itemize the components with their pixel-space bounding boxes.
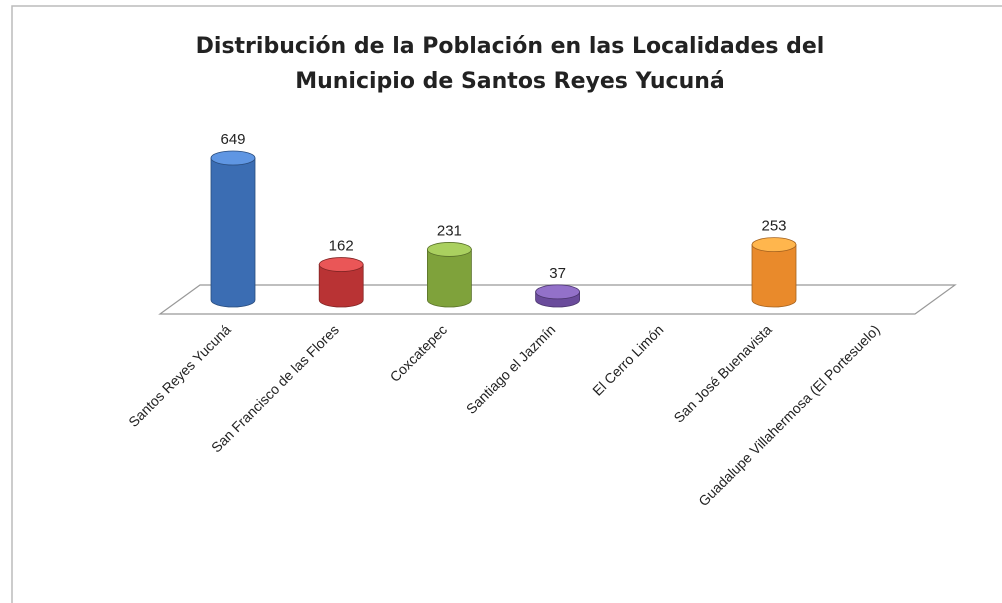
chart-frame (11, 5, 1002, 603)
chart-title: Distribución de la Población en las Loca… (196, 34, 825, 59)
bar-top (210, 150, 256, 166)
value-label: 162 (329, 238, 354, 255)
value-label: 253 (761, 218, 786, 235)
x-tick-label: El Cerro Limón (589, 321, 666, 398)
bar-top (426, 242, 472, 257)
x-tick-label: Guadalupe Villahermosa (El Portesuelo) (695, 321, 883, 509)
x-tick-label: Santos Reyes Yucuná (125, 321, 234, 430)
value-label: 37 (549, 265, 566, 282)
bar (427, 249, 472, 308)
chart-title: Municipio de Santos Reyes Yucuná (295, 69, 725, 94)
value-label: 649 (220, 131, 245, 148)
value-label: 231 (437, 222, 462, 239)
bar-top (751, 237, 797, 253)
x-tick-label: Coxcatepec (387, 321, 451, 385)
bar-top (318, 257, 364, 272)
bar (318, 264, 364, 308)
x-tick-label: San Francisco de las Flores (208, 321, 342, 455)
x-tick-label: San José Buenavista (670, 321, 774, 425)
x-tick-label: Santiago el Jazmín (463, 321, 559, 417)
bar (210, 157, 256, 308)
bar (751, 244, 797, 308)
bar-top (535, 284, 580, 300)
